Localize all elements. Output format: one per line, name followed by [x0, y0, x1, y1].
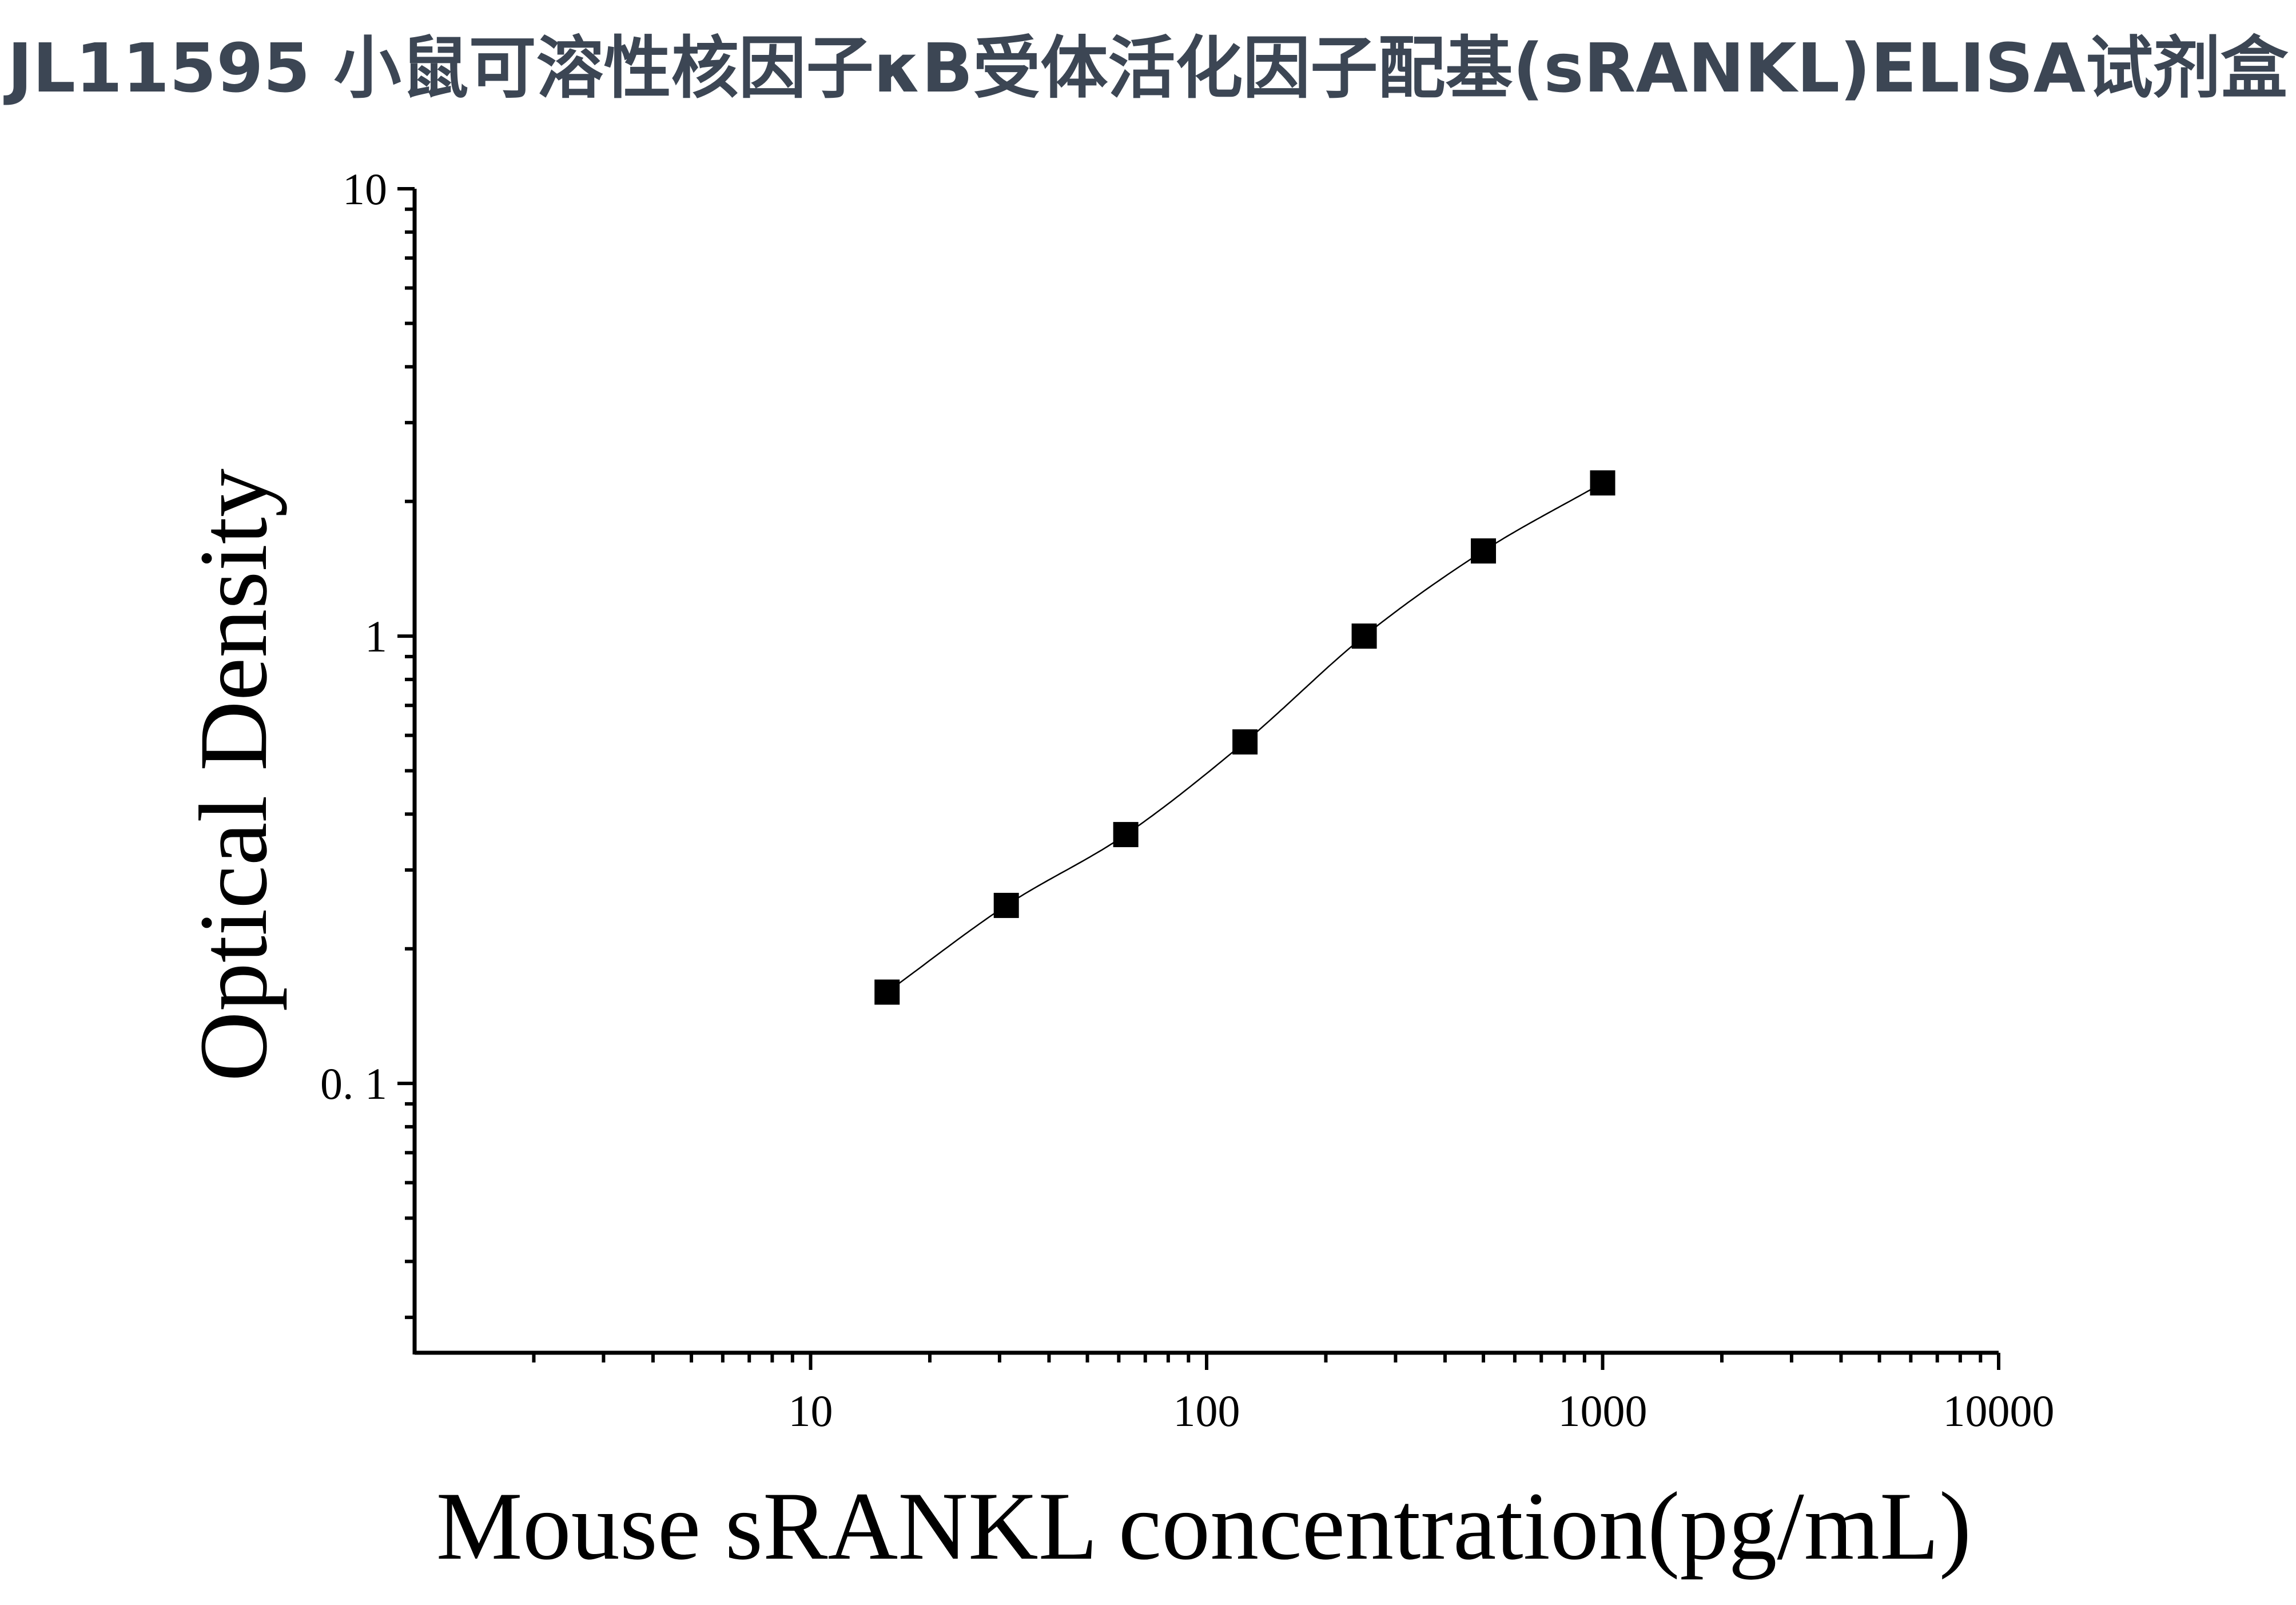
data-point: [1351, 623, 1377, 649]
x-axis-label: Mouse sRANKL concentration(pg/mL): [436, 1472, 1972, 1580]
y-tick-label: 10: [343, 164, 387, 214]
axes: [397, 187, 2000, 1370]
x-tick-label: 100: [1173, 1386, 1240, 1436]
data-point: [1232, 729, 1258, 755]
x-tick-label: 10: [789, 1386, 833, 1436]
data-points: [874, 470, 1615, 1005]
data-point: [1590, 470, 1615, 496]
data-point: [993, 892, 1019, 918]
y-tick-label: 0. 1: [320, 1059, 387, 1109]
data-point: [1471, 538, 1497, 564]
data-point: [874, 979, 900, 1005]
y-tick-label: 1: [365, 611, 387, 661]
x-tick-label: 1000: [1558, 1386, 1648, 1436]
x-tick-label: 10000: [1943, 1386, 2055, 1436]
y-axis-label: Optical Density: [180, 468, 287, 1082]
tick-labels: 10 100 1000 10000 0. 1 1 10: [320, 164, 2055, 1436]
data-point: [1113, 822, 1139, 848]
chart-title: JL11595 小鼠可溶性核因子κB受体活化因子配基(sRANKL)ELISA试…: [3, 29, 2289, 108]
